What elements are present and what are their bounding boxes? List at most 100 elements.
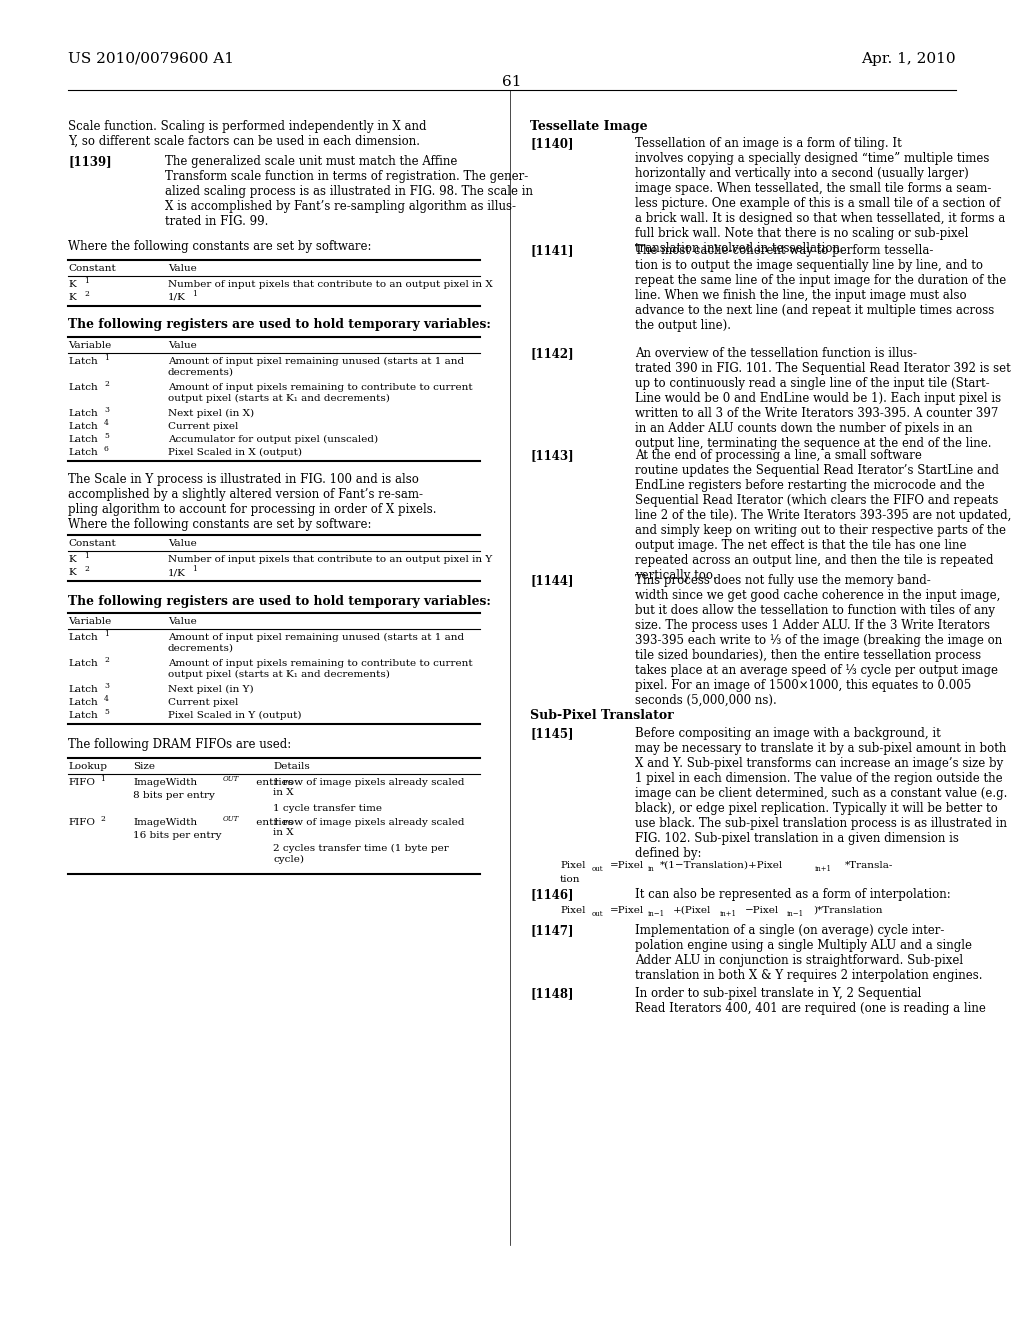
Text: Next pixel (in X): Next pixel (in X)	[168, 409, 254, 418]
Text: K: K	[68, 293, 76, 302]
Text: [1142]: [1142]	[530, 347, 573, 360]
Text: 16 bits per entry: 16 bits per entry	[133, 832, 221, 840]
Text: K: K	[68, 280, 76, 289]
Text: −Pixel: −Pixel	[745, 906, 779, 915]
Text: 1 row of image pixels already scaled
in X: 1 row of image pixels already scaled in …	[273, 818, 465, 837]
Text: 2: 2	[100, 814, 104, 822]
Text: Current pixel: Current pixel	[168, 422, 239, 432]
Text: Next pixel (in Y): Next pixel (in Y)	[168, 685, 254, 694]
Text: ImageWidth: ImageWidth	[133, 818, 198, 828]
Text: Scale function. Scaling is performed independently in X and
Y, so different scal: Scale function. Scaling is performed ind…	[68, 120, 427, 148]
Text: out: out	[592, 865, 603, 873]
Text: 5: 5	[104, 708, 109, 715]
Text: 3: 3	[104, 407, 109, 414]
Text: K: K	[68, 554, 76, 564]
Text: ImageWidth: ImageWidth	[133, 777, 198, 787]
Text: Latch: Latch	[68, 634, 97, 642]
Text: Latch: Latch	[68, 436, 97, 444]
Text: Constant: Constant	[68, 539, 116, 548]
Text: FIFO: FIFO	[68, 818, 95, 828]
Text: Value: Value	[168, 264, 197, 273]
Text: 8 bits per entry: 8 bits per entry	[133, 791, 215, 800]
Text: 61: 61	[502, 75, 522, 88]
Text: in−1: in−1	[787, 909, 804, 917]
Text: The following registers are used to hold temporary variables:: The following registers are used to hold…	[68, 595, 490, 609]
Text: 2: 2	[104, 380, 109, 388]
Text: in+1: in+1	[815, 865, 831, 873]
Text: At the end of processing a line, a small software
routine updates the Sequential: At the end of processing a line, a small…	[635, 449, 1012, 582]
Text: Amount of input pixels remaining to contribute to current
output pixel (starts a: Amount of input pixels remaining to cont…	[168, 659, 473, 678]
Text: 1: 1	[193, 290, 197, 298]
Text: 4: 4	[104, 418, 109, 426]
Text: Latch: Latch	[68, 711, 97, 719]
Text: [1145]: [1145]	[530, 727, 573, 741]
Text: [1143]: [1143]	[530, 449, 573, 462]
Text: 2: 2	[84, 290, 89, 298]
Text: Number of input pixels that contribute to an output pixel in Y: Number of input pixels that contribute t…	[168, 554, 493, 564]
Text: Amount of input pixels remaining to contribute to current
output pixel (starts a: Amount of input pixels remaining to cont…	[168, 383, 473, 403]
Text: The most cache-coherent way to perform tessella-
tion is to output the image seq: The most cache-coherent way to perform t…	[635, 244, 1007, 333]
Text: Latch: Latch	[68, 685, 97, 694]
Text: Before compositing an image with a background, it
may be necessary to translate : Before compositing an image with a backg…	[635, 727, 1008, 861]
Text: Pixel: Pixel	[560, 906, 586, 915]
Text: Number of input pixels that contribute to an output pixel in X: Number of input pixels that contribute t…	[168, 280, 493, 289]
Text: 1: 1	[193, 565, 197, 573]
Text: Accumulator for output pixel (unscaled): Accumulator for output pixel (unscaled)	[168, 436, 378, 444]
Text: An overview of the tessellation function is illus-
trated 390 in FIG. 101. The S: An overview of the tessellation function…	[635, 347, 1011, 450]
Text: [1141]: [1141]	[530, 244, 573, 257]
Text: Latch: Latch	[68, 409, 97, 418]
Text: 3: 3	[104, 682, 109, 690]
Text: out: out	[592, 909, 603, 917]
Text: 4: 4	[104, 696, 109, 704]
Text: The following DRAM FIFOs are used:: The following DRAM FIFOs are used:	[68, 738, 291, 751]
Text: Pixel: Pixel	[560, 861, 586, 870]
Text: Amount of input pixel remaining unused (starts at 1 and
decrements): Amount of input pixel remaining unused (…	[168, 356, 464, 376]
Text: 1/K: 1/K	[168, 293, 186, 302]
Text: [1146]: [1146]	[530, 888, 573, 902]
Text: FIFO: FIFO	[68, 777, 95, 787]
Text: =Pixel: =Pixel	[610, 906, 644, 915]
Text: 1: 1	[84, 552, 89, 560]
Text: OUT: OUT	[223, 814, 240, 822]
Text: The generalized scale unit must match the Affine
Transform scale function in ter: The generalized scale unit must match th…	[165, 154, 534, 228]
Text: Latch: Latch	[68, 356, 97, 366]
Text: Size: Size	[133, 762, 155, 771]
Text: 2 cycles transfer time (1 byte per
cycle): 2 cycles transfer time (1 byte per cycle…	[273, 843, 449, 863]
Text: [1148]: [1148]	[530, 987, 573, 1001]
Text: 1: 1	[84, 277, 89, 285]
Text: =Pixel: =Pixel	[610, 861, 644, 870]
Text: US 2010/0079600 A1: US 2010/0079600 A1	[68, 51, 234, 66]
Text: [1147]: [1147]	[530, 924, 573, 937]
Text: [1140]: [1140]	[530, 137, 573, 150]
Text: tion: tion	[560, 875, 581, 884]
Text: in+1: in+1	[720, 909, 737, 917]
Text: Lookup: Lookup	[68, 762, 106, 771]
Text: Constant: Constant	[68, 264, 116, 273]
Text: Tessellate Image: Tessellate Image	[530, 120, 647, 133]
Text: in: in	[648, 865, 654, 873]
Text: in−1: in−1	[648, 909, 666, 917]
Text: Tessellation of an image is a form of tiling. It
involves copying a specially de: Tessellation of an image is a form of ti…	[635, 137, 1006, 255]
Text: Value: Value	[168, 539, 197, 548]
Text: The Scale in Y process is illustrated in FIG. 100 and is also
accomplished by a : The Scale in Y process is illustrated in…	[68, 473, 436, 531]
Text: Current pixel: Current pixel	[168, 698, 239, 708]
Text: 1/K: 1/K	[168, 568, 186, 577]
Text: Pixel Scaled in Y (output): Pixel Scaled in Y (output)	[168, 711, 301, 721]
Text: entries: entries	[253, 777, 293, 787]
Text: 1: 1	[104, 354, 109, 362]
Text: Implementation of a single (on average) cycle inter-
polation engine using a sin: Implementation of a single (on average) …	[635, 924, 982, 982]
Text: 5: 5	[104, 432, 109, 440]
Text: +(Pixel: +(Pixel	[673, 906, 712, 915]
Text: )*Translation: )*Translation	[813, 906, 883, 915]
Text: 1: 1	[104, 630, 109, 638]
Text: 1: 1	[100, 775, 104, 783]
Text: *Transla-: *Transla-	[845, 861, 893, 870]
Text: Latch: Latch	[68, 383, 97, 392]
Text: Variable: Variable	[68, 341, 112, 350]
Text: K: K	[68, 568, 76, 577]
Text: Where the following constants are set by software:: Where the following constants are set by…	[68, 240, 372, 253]
Text: Latch: Latch	[68, 422, 97, 432]
Text: Latch: Latch	[68, 698, 97, 708]
Text: Value: Value	[168, 341, 197, 350]
Text: [1139]: [1139]	[68, 154, 112, 168]
